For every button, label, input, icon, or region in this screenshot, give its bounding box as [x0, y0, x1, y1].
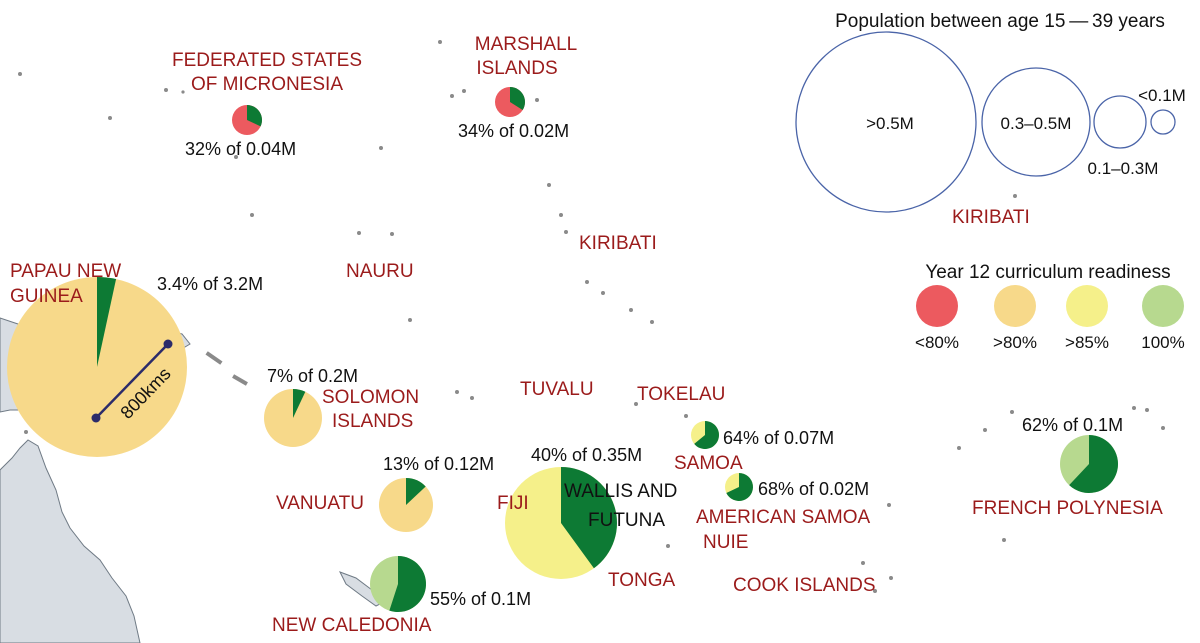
label-fiji: FIJI: [497, 493, 529, 514]
stat-new-caledonia: 55% of 0.1M: [430, 589, 531, 609]
pie-american-samoa: [725, 473, 753, 501]
swatch-above-85: [1066, 285, 1108, 327]
stat-labels: 32% of 0.04M 34% of 0.02M 3.4% of 3.2M 7…: [157, 121, 1123, 609]
size-label-tiny: <0.1M: [1138, 86, 1186, 105]
swatch-label-above-80: >80%: [993, 333, 1037, 352]
stat-marshall: 34% of 0.02M: [458, 121, 569, 141]
label-micronesia-line2: OF MICRONESIA: [191, 74, 343, 95]
stat-png: 3.4% of 3.2M: [157, 274, 263, 294]
label-nauru: NAURU: [346, 261, 414, 282]
label-marshall-line2: ISLANDS: [476, 58, 557, 79]
stat-samoa: 64% of 0.07M: [723, 428, 834, 448]
stat-american-samoa: 68% of 0.02M: [758, 479, 869, 499]
pie-new-caledonia: [370, 556, 427, 612]
label-tuvalu: TUVALU: [520, 379, 594, 400]
label-new-caledonia: NEW CALEDONIA: [272, 615, 432, 636]
label-wallis-line1: WALLIS AND: [564, 481, 677, 502]
color-legend-title: Year 12 curriculum readiness: [925, 262, 1170, 283]
pie-solomon-islands: [264, 389, 322, 447]
pie-vanuatu: [379, 478, 433, 532]
label-kiribati-east: KIRIBATI: [952, 207, 1030, 228]
label-png-line1: PAPAU NEW: [10, 261, 121, 282]
pie-french-polynesia: [1060, 435, 1119, 493]
swatch-label-100: 100%: [1141, 333, 1184, 352]
label-kiribati-center: KIRIBATI: [579, 233, 657, 254]
stat-french-polynesia: 62% of 0.1M: [1022, 415, 1123, 435]
label-nuie: NUIE: [703, 532, 748, 553]
label-png-line2: GUINEA: [10, 286, 83, 307]
label-vanuatu: VANUATU: [276, 493, 364, 514]
stat-vanuatu: 13% of 0.12M: [383, 454, 494, 474]
label-american-samoa: AMERICAN SAMOA: [696, 507, 871, 528]
pie-samoa: [691, 421, 720, 449]
label-tonga: TONGA: [608, 570, 676, 591]
stat-micronesia: 32% of 0.04M: [185, 139, 296, 159]
label-marshall-line1: MARSHALL: [475, 34, 577, 55]
size-legend-title: Population between age 15 — 39 years: [835, 11, 1165, 32]
stat-fiji: 40% of 0.35M: [531, 445, 642, 465]
swatch-label-above-85: >85%: [1065, 333, 1109, 352]
label-samoa: SAMOA: [674, 453, 743, 474]
label-micronesia-line1: FEDERATED STATES: [172, 50, 362, 71]
size-label-small: 0.1–0.3M: [1088, 159, 1159, 178]
readiness-color-legend: Year 12 curriculum readiness <80% >80% >…: [915, 262, 1185, 352]
size-label-medium: 0.3–0.5M: [1001, 114, 1072, 133]
size-bubble-small: [1093, 95, 1147, 149]
swatch-100: [1142, 285, 1184, 327]
population-size-legend: Population between age 15 — 39 years >0.…: [795, 11, 1186, 213]
pie-marshall-islands: [495, 87, 525, 117]
pie-fiji: [505, 467, 617, 579]
size-label-large: >0.5M: [866, 114, 914, 133]
size-bubble-tiny: [1150, 109, 1176, 135]
label-french-polynesia: FRENCH POLYNESIA: [972, 498, 1163, 519]
label-solomon-line2: ISLANDS: [332, 411, 413, 432]
pie-micronesia: [232, 105, 262, 135]
stat-solomon: 7% of 0.2M: [267, 366, 358, 386]
swatch-below-80: [916, 285, 958, 327]
pie-papua-new-guinea: [7, 277, 187, 457]
label-wallis-line2: FUTUNA: [588, 510, 665, 531]
label-solomon-line1: SOLOMON: [322, 387, 419, 408]
size-bubble-medium: [981, 67, 1091, 177]
country-labels: FEDERATED STATES OF MICRONESIA MARSHALL …: [10, 34, 1163, 636]
swatch-above-80: [994, 285, 1036, 327]
label-cook-islands: COOK ISLANDS: [733, 575, 876, 596]
swatch-label-below-80: <80%: [915, 333, 959, 352]
size-bubble-large: [795, 31, 977, 213]
australia-landmass: [0, 439, 141, 643]
label-tokelau: TOKELAU: [637, 384, 725, 405]
